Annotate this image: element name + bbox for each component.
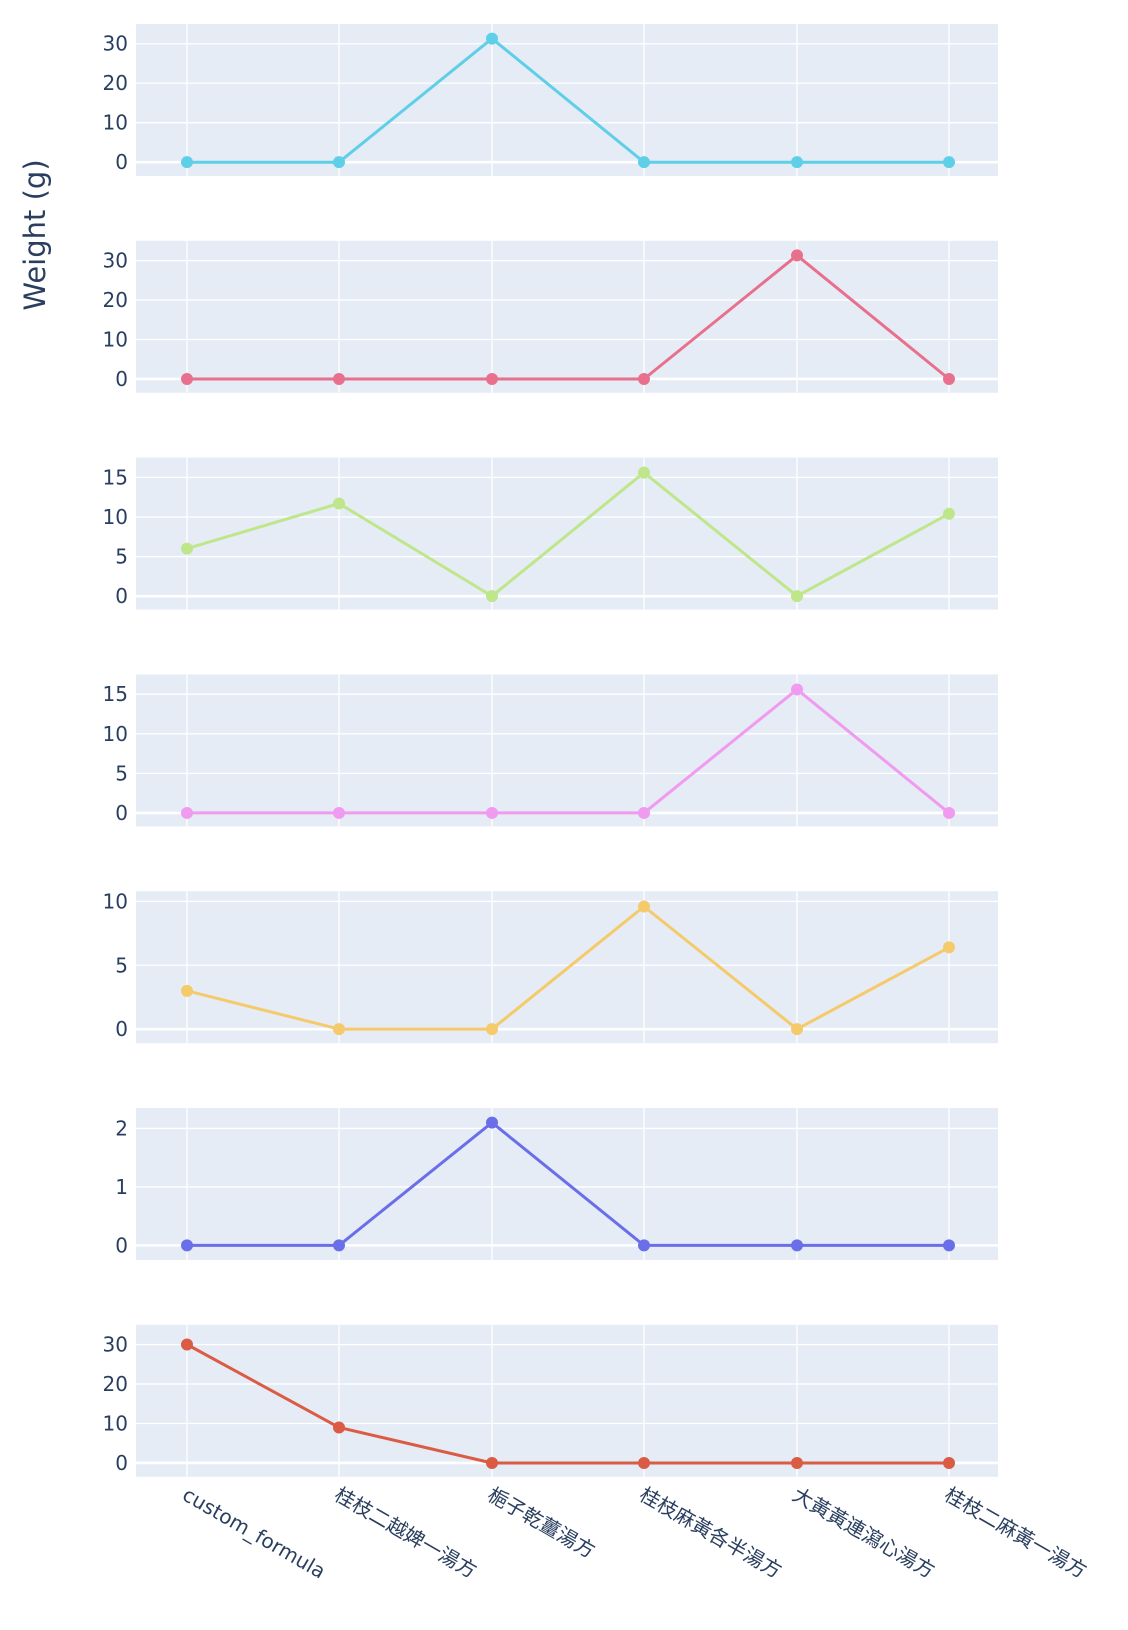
series-line — [186, 905, 950, 1031]
data-point — [333, 806, 345, 819]
y-tick-label: 15 — [103, 682, 128, 706]
subplot-1: 0 10 20 30 — [103, 24, 998, 176]
data-point — [333, 1421, 345, 1434]
y-tick-label: 10 — [103, 722, 128, 746]
y-tick-label: 0 — [115, 1451, 128, 1475]
data-point — [943, 1456, 955, 1469]
y-tick-label: 5 — [115, 953, 128, 977]
data-point — [638, 466, 650, 479]
data-point — [333, 1023, 345, 1036]
data-point — [638, 900, 650, 913]
x-tick-label: 桂枝麻黃各半湯方 — [636, 1482, 787, 1583]
series-line — [187, 687, 950, 815]
data-point — [638, 156, 650, 169]
y-tick-label: 10 — [103, 505, 128, 529]
y-tick-label: 30 — [103, 32, 128, 56]
data-point — [638, 372, 650, 385]
data-point — [181, 806, 193, 819]
y-axis-label: Weight (g) — [18, 159, 52, 310]
data-point — [638, 1239, 650, 1252]
y-tick-label: 20 — [103, 71, 128, 95]
y-tick-label: 0 — [115, 1233, 128, 1257]
x-tick-label: 桂枝二麻黃一湯方 — [941, 1482, 1092, 1583]
series-line — [186, 471, 950, 598]
subplot-2: 0 10 20 30 — [103, 240, 998, 393]
data-point — [486, 372, 498, 385]
x-tick-label: custom_formula — [179, 1482, 330, 1583]
y-tick-label: 20 — [103, 1372, 128, 1396]
y-tick-label: 0 — [115, 584, 128, 608]
y-tick-label: 30 — [103, 1333, 128, 1357]
y-tick-label: 30 — [103, 249, 128, 273]
y-tick-label: 20 — [103, 288, 128, 312]
data-point — [333, 497, 345, 510]
data-point — [943, 507, 955, 520]
data-point — [943, 806, 955, 819]
y-tick-label: 5 — [115, 545, 128, 569]
x-tick-label: 梔子乾薑湯方 — [484, 1482, 600, 1563]
x-tick-label: 桂枝二越婢一湯方 — [331, 1482, 482, 1583]
data-point — [181, 1239, 193, 1252]
series-line — [187, 1121, 949, 1247]
data-point — [486, 1023, 498, 1036]
subplot-3: 0 5 10 15 — [103, 457, 998, 610]
data-point — [791, 1023, 803, 1036]
plot-area — [136, 240, 998, 393]
data-point — [181, 984, 193, 997]
data-point — [638, 1456, 650, 1469]
y-tick-label: 5 — [115, 761, 128, 785]
y-tick-label: 10 — [103, 1412, 128, 1436]
data-point — [486, 32, 498, 45]
data-point — [791, 683, 803, 696]
data-point — [791, 156, 803, 169]
plot-area — [136, 674, 998, 827]
data-point — [181, 156, 193, 169]
y-tick-label: 15 — [103, 465, 128, 489]
data-point — [943, 372, 955, 385]
y-tick-label: 10 — [103, 111, 128, 135]
data-point — [486, 806, 498, 819]
plot-area — [136, 1324, 998, 1477]
y-tick-label: 1 — [115, 1175, 128, 1199]
data-point — [333, 156, 345, 169]
subplot-6: 0 1 2 — [115, 1108, 998, 1260]
data-point — [181, 1338, 193, 1351]
y-tick-label: 0 — [115, 367, 128, 391]
data-point — [943, 156, 955, 169]
y-tick-label: 10 — [103, 889, 128, 913]
x-tick-labels: custom_formula 桂枝二越婢一湯方 梔子乾薑湯方 桂枝麻黃各半湯方 大黃黃連… — [179, 1482, 1092, 1583]
data-point — [638, 806, 650, 819]
data-point — [333, 1239, 345, 1252]
y-tick-label: 2 — [115, 1116, 128, 1140]
series-line — [187, 37, 949, 164]
y-tick-label: 10 — [103, 328, 128, 352]
y-tick-label: 0 — [115, 1017, 128, 1041]
series-line — [186, 1343, 949, 1465]
data-point — [486, 1456, 498, 1469]
y-tick-label: 0 — [115, 801, 128, 825]
data-point — [943, 941, 955, 954]
y-tick-label: 0 — [115, 150, 128, 174]
data-point — [333, 372, 345, 385]
series-line — [187, 253, 950, 381]
subplot-5: 0 5 10 — [103, 889, 998, 1044]
data-point — [181, 542, 193, 555]
x-tick-label: 大黃黃連瀉心湯方 — [789, 1482, 940, 1583]
subplot-7: 0 10 20 30 — [103, 1324, 998, 1477]
data-point — [486, 1116, 498, 1129]
data-point — [943, 1239, 955, 1252]
data-point — [791, 1456, 803, 1469]
data-point — [791, 1239, 803, 1252]
data-point — [791, 590, 803, 603]
data-point — [181, 372, 193, 385]
data-point — [791, 249, 803, 262]
data-point — [486, 590, 498, 603]
subplot-4: 0 5 10 15 — [103, 674, 998, 827]
